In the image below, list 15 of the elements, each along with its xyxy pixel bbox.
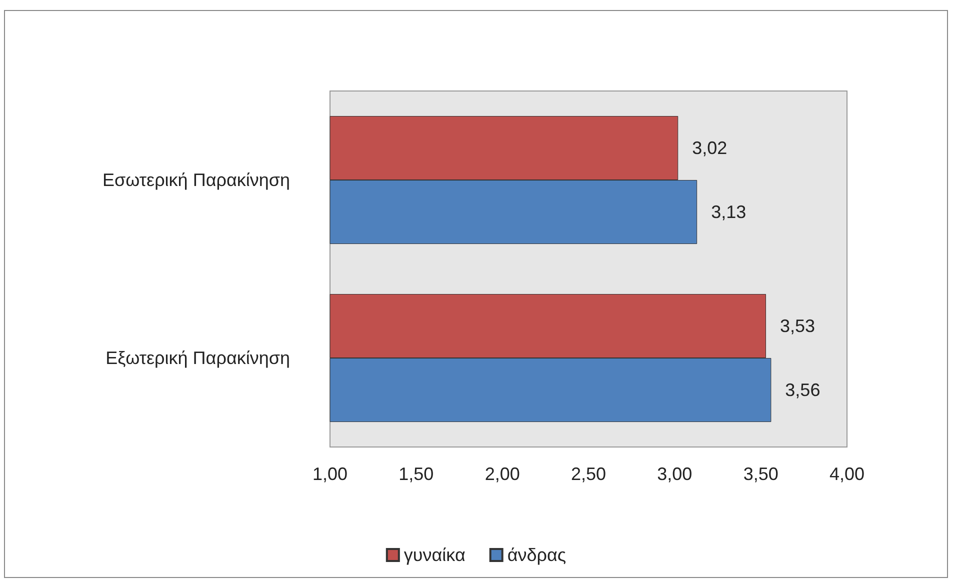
x-tick-label: 1,50: [398, 464, 434, 484]
data-label: 3,13: [711, 202, 746, 222]
x-tick-label: 2,00: [484, 464, 520, 484]
data-label: 3,53: [780, 316, 816, 336]
x-tick-label: 3,00: [657, 464, 692, 484]
x-tick-label: 4,00: [829, 464, 865, 484]
legend-label: άνδρας: [507, 545, 566, 565]
x-tick-label: 3,50: [743, 464, 778, 484]
x-tick-label: 1,00: [312, 464, 348, 484]
legend-label: γυναίκα: [404, 545, 466, 565]
x-tick-label: 2,50: [570, 464, 606, 484]
data-label: 3,02: [692, 138, 728, 158]
y-tick-label: Εξωτερική Παρακίνηση: [106, 348, 290, 368]
y-tick-label: Εσωτερική Παρακίνηση: [102, 170, 290, 190]
data-label: 3,56: [785, 380, 820, 400]
